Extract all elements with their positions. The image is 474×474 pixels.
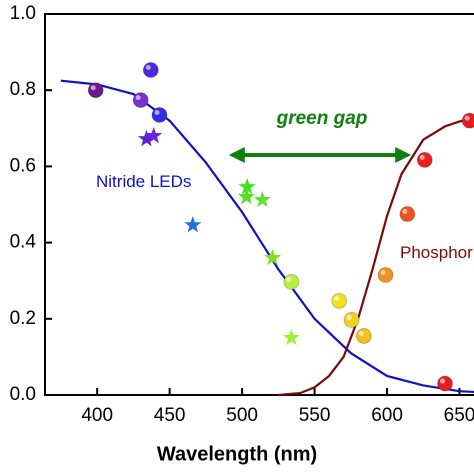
x-tick-label: 550 xyxy=(299,405,331,426)
x-tick-label: 450 xyxy=(154,405,186,426)
circle-point xyxy=(399,206,416,222)
y-tick-label: 0.4 xyxy=(10,232,37,253)
series-line xyxy=(278,117,474,397)
circle-point xyxy=(343,312,360,328)
highlight xyxy=(380,269,386,275)
y-tick-label: 1.0 xyxy=(10,3,36,24)
series-label: Nitride LEDs xyxy=(96,172,192,191)
highlight xyxy=(90,85,96,91)
circle-point xyxy=(283,273,300,290)
highlight xyxy=(145,65,151,71)
plot-frame xyxy=(44,13,474,396)
series-line xyxy=(60,79,474,394)
circle-point xyxy=(87,82,104,99)
star-point xyxy=(137,130,155,147)
highlight xyxy=(334,295,340,301)
annotation: green gap xyxy=(276,108,368,129)
y-tick-label: 0.6 xyxy=(10,155,36,176)
highlight xyxy=(286,276,292,282)
y-tick-label: 0.8 xyxy=(10,79,36,100)
highlight xyxy=(135,95,141,101)
highlight xyxy=(346,314,352,320)
circle-point xyxy=(355,328,372,344)
star-point xyxy=(282,328,300,346)
highlight xyxy=(154,109,160,115)
y-tick-label: 0.2 xyxy=(10,308,36,329)
series-label: Phosphor LEDs xyxy=(400,243,474,262)
x-tick-label: 500 xyxy=(226,405,258,426)
star-point xyxy=(238,178,256,195)
star-point xyxy=(237,187,255,205)
highlight xyxy=(358,330,364,336)
star-point xyxy=(145,126,163,144)
circle-point xyxy=(377,267,394,283)
circle-point xyxy=(142,62,159,78)
x-tick-label: 650 xyxy=(444,405,474,426)
circle-point xyxy=(151,107,168,123)
star-point xyxy=(184,216,202,233)
x-axis-label: Wavelength (nm) xyxy=(157,443,317,465)
x-tick-label: 600 xyxy=(371,405,403,426)
circle-point xyxy=(437,375,453,392)
x-tick-label: 400 xyxy=(81,405,113,426)
circle-point xyxy=(331,292,348,309)
highlight xyxy=(419,154,425,160)
highlight xyxy=(440,378,446,384)
y-tick-label: 0.0 xyxy=(10,384,36,405)
circle-point xyxy=(416,152,433,168)
circle-point xyxy=(461,112,474,129)
highlight xyxy=(464,115,470,121)
star-point xyxy=(264,248,282,266)
highlight xyxy=(402,209,408,215)
star-point xyxy=(253,190,271,208)
circle-point xyxy=(132,92,149,109)
